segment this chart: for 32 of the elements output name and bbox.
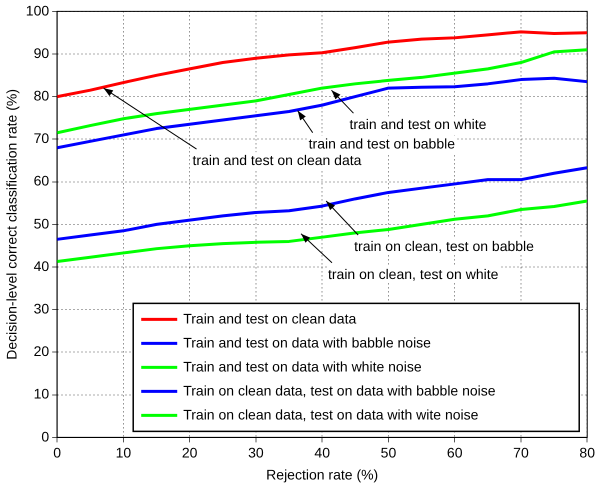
y-tick-label: 60 [34,172,50,189]
y-tick-label: 20 [34,343,50,360]
annotation: train and test on babble [308,136,456,152]
x-tick-label: 10 [116,444,132,461]
x-tick-label: 20 [182,444,198,461]
y-tick-label: 50 [34,215,50,232]
legend-label: Train and test on data with babble noise [183,334,432,350]
legend-label: Train and test on clean data [183,310,356,326]
x-axis-title: Rejection rate (%) [266,466,378,482]
legend-label: Train and test on data with white noise [183,358,422,374]
legend-label: Train on clean data, test on data with babble noise [183,382,496,398]
y-tick-label: 70 [34,130,50,146]
y-tick-label: 30 [34,300,50,316]
y-axis-title: Decision-level correct classification rate (%) [3,89,20,360]
legend-label: Train on clean data, test on data with wite noise [183,406,479,422]
annotation: train on clean, test on babble [354,238,534,254]
x-tick-label: 70 [513,444,529,461]
y-tick-label: 80 [34,87,50,104]
x-tick-label: 30 [248,444,264,461]
x-tick-label: 80 [579,444,596,461]
x-tick-label: 0 [53,444,62,461]
y-tick-label: 40 [34,258,50,274]
y-tick-label: 100 [26,2,50,18]
x-tick-label: 60 [446,444,463,461]
x-tick-label: 50 [380,444,396,461]
y-tick-label: 90 [34,44,50,61]
annotation: train and test on clean data [192,152,362,168]
y-tick-label: 10 [34,386,50,402]
y-tick-label: 0 [41,428,50,444]
annotation: train on clean, test on white [328,266,499,282]
x-tick-label: 40 [314,444,330,461]
annotation: train and test on white [349,116,487,132]
